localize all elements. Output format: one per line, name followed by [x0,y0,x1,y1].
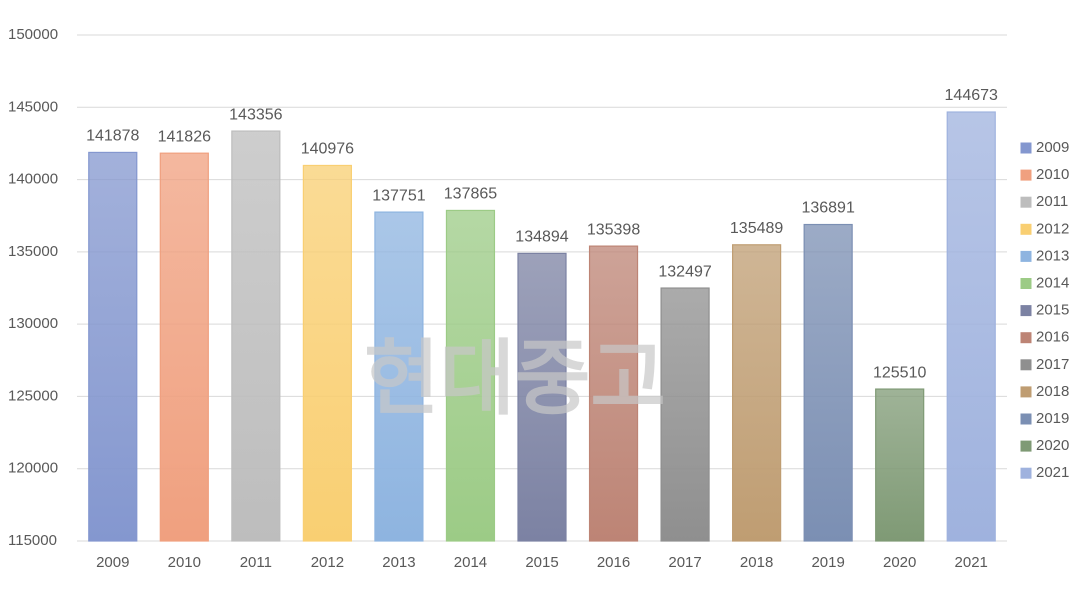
legend-label: 2012 [1036,220,1069,237]
legend-label: 2011 [1036,193,1068,210]
x-tick-label: 2019 [811,554,844,571]
watermark: 현대중고 [364,334,666,425]
legend-label: 2015 [1036,302,1069,319]
legend-swatch [1020,413,1032,425]
x-tick-label: 2013 [382,554,415,571]
data-label: 135398 [587,221,640,238]
y-tick-label: 140000 [8,171,58,188]
legend-label: 2009 [1036,139,1069,156]
bar [374,211,424,542]
data-label: 137865 [444,186,497,203]
legend-label: 2010 [1036,166,1069,183]
legend-label: 2013 [1036,247,1069,264]
bar [588,245,639,542]
data-label: 136891 [801,200,854,217]
bar [875,388,925,542]
data-label: 144673 [945,87,998,104]
legend-swatch [1020,359,1032,371]
legend-swatch [1020,142,1032,154]
bar [302,164,352,542]
legend-label: 2016 [1036,329,1069,346]
data-label: 132497 [658,263,711,280]
x-tick-label: 2011 [240,554,272,571]
bar [946,111,996,542]
legend-swatch [1020,278,1032,289]
data-label: 125510 [873,364,926,381]
legend-swatch [1020,196,1032,208]
bar [231,130,281,542]
x-tick-label: 2021 [955,554,988,571]
x-tick-label: 2016 [597,554,630,571]
x-tick-label: 2009 [96,554,129,571]
bar [88,151,138,542]
data-label: 141878 [86,128,139,145]
legend-label: 2019 [1036,410,1069,427]
x-tick-label: 2018 [740,554,773,571]
y-tick-label: 150000 [8,26,58,43]
bar [445,209,496,542]
data-label: 140976 [301,141,354,158]
legend-label: 2017 [1036,356,1069,373]
y-tick-label: 115000 [8,532,57,549]
legend-swatch [1020,332,1032,344]
bar [660,287,710,542]
x-tick-label: 2012 [311,554,344,571]
legend-label: 2021 [1036,464,1069,481]
legend-swatch [1020,305,1032,317]
data-label: 143356 [229,106,282,123]
y-tick-label: 125000 [8,387,58,404]
legend-swatch [1020,467,1032,479]
data-label: 134894 [515,229,568,246]
legend-swatch [1020,250,1032,262]
legend-swatch [1020,223,1032,235]
y-tick-label: 135000 [8,243,58,260]
data-label: 141826 [158,128,211,145]
legend-swatch [1020,440,1032,452]
bar [732,244,782,542]
x-tick-label: 2014 [454,554,487,571]
legend-label: 2020 [1036,437,1069,454]
y-tick-label: 130000 [8,315,58,332]
x-tick-label: 2020 [883,554,916,571]
x-tick-label: 2015 [525,554,558,571]
y-tick-label: 120000 [8,460,58,477]
x-tick-label: 2010 [168,554,201,571]
bar [159,152,209,542]
legend-label: 2018 [1036,383,1069,400]
x-tick-label: 2017 [668,554,701,571]
legend-swatch [1020,386,1032,398]
bar [517,252,567,542]
legend-label: 2014 [1036,274,1069,291]
bar [803,223,853,542]
y-tick-label: 145000 [8,98,58,115]
data-label: 135489 [730,220,783,237]
data-label: 137751 [372,187,425,204]
legend-swatch [1020,169,1032,181]
